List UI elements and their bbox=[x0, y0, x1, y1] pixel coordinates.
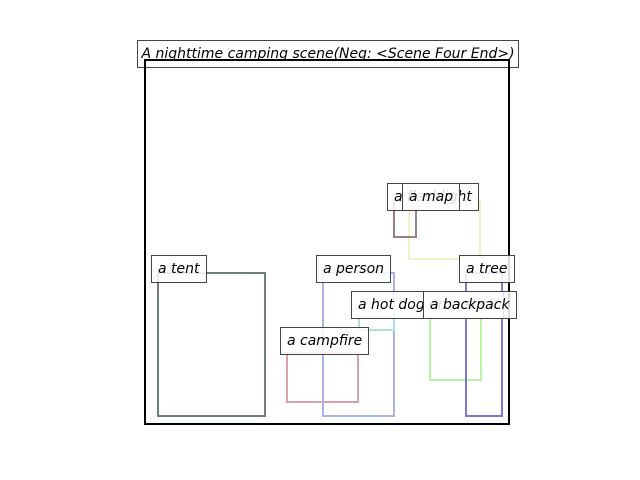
label-tree: a tree bbox=[459, 255, 515, 283]
label-map: a map bbox=[402, 183, 461, 211]
label-tent: a tent bbox=[151, 255, 207, 283]
label-person: a person bbox=[316, 255, 392, 283]
diagram-title: A nighttime camping scene(Neg: <Scene Fo… bbox=[137, 40, 519, 68]
label-campfire: a campfire bbox=[280, 327, 370, 355]
scene-canvas-frame bbox=[144, 59, 510, 425]
box-tent bbox=[157, 272, 266, 417]
label-backpack: a backpack bbox=[423, 291, 517, 319]
